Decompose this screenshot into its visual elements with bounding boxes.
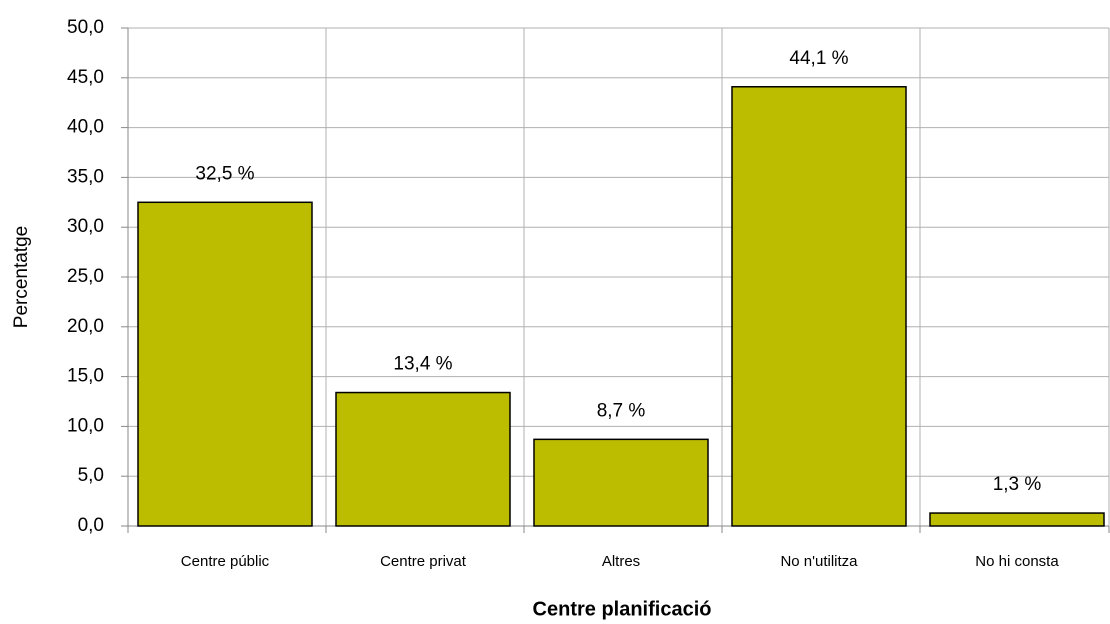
y-tick-label: 20,0 bbox=[67, 316, 104, 337]
value-label: 13,4 % bbox=[393, 354, 452, 375]
y-tick-label: 10,0 bbox=[67, 415, 104, 436]
x-tick-label: No n'utilitza bbox=[780, 553, 858, 570]
bar bbox=[335, 391, 511, 527]
y-tick-label: 15,0 bbox=[67, 366, 104, 387]
x-axis-title: Centre planificació bbox=[533, 598, 712, 620]
y-tick-label: 0,0 bbox=[78, 515, 104, 536]
y-tick-label: 45,0 bbox=[67, 67, 104, 88]
bar bbox=[929, 512, 1105, 527]
value-label: 1,3 % bbox=[993, 474, 1042, 495]
x-tick-label: Centre públic bbox=[181, 553, 270, 570]
value-label: 8,7 % bbox=[597, 400, 646, 421]
y-tick-label: 50,0 bbox=[67, 17, 104, 38]
bar bbox=[731, 86, 907, 527]
y-tick-label: 40,0 bbox=[67, 117, 104, 138]
x-tick-label: Centre privat bbox=[380, 553, 467, 570]
x-tick-label: No hi consta bbox=[975, 553, 1059, 570]
bar bbox=[137, 201, 313, 527]
y-tick-label: 5,0 bbox=[78, 465, 104, 486]
y-tick-label: 35,0 bbox=[67, 166, 104, 187]
x-tick-label: Altres bbox=[602, 553, 640, 570]
value-label: 32,5 % bbox=[195, 163, 254, 184]
value-label: 44,1 % bbox=[789, 48, 848, 69]
y-tick-label: 30,0 bbox=[67, 216, 104, 237]
bar bbox=[533, 438, 709, 527]
y-axis-title: Percentatge bbox=[11, 226, 32, 328]
y-tick-label: 25,0 bbox=[67, 266, 104, 287]
